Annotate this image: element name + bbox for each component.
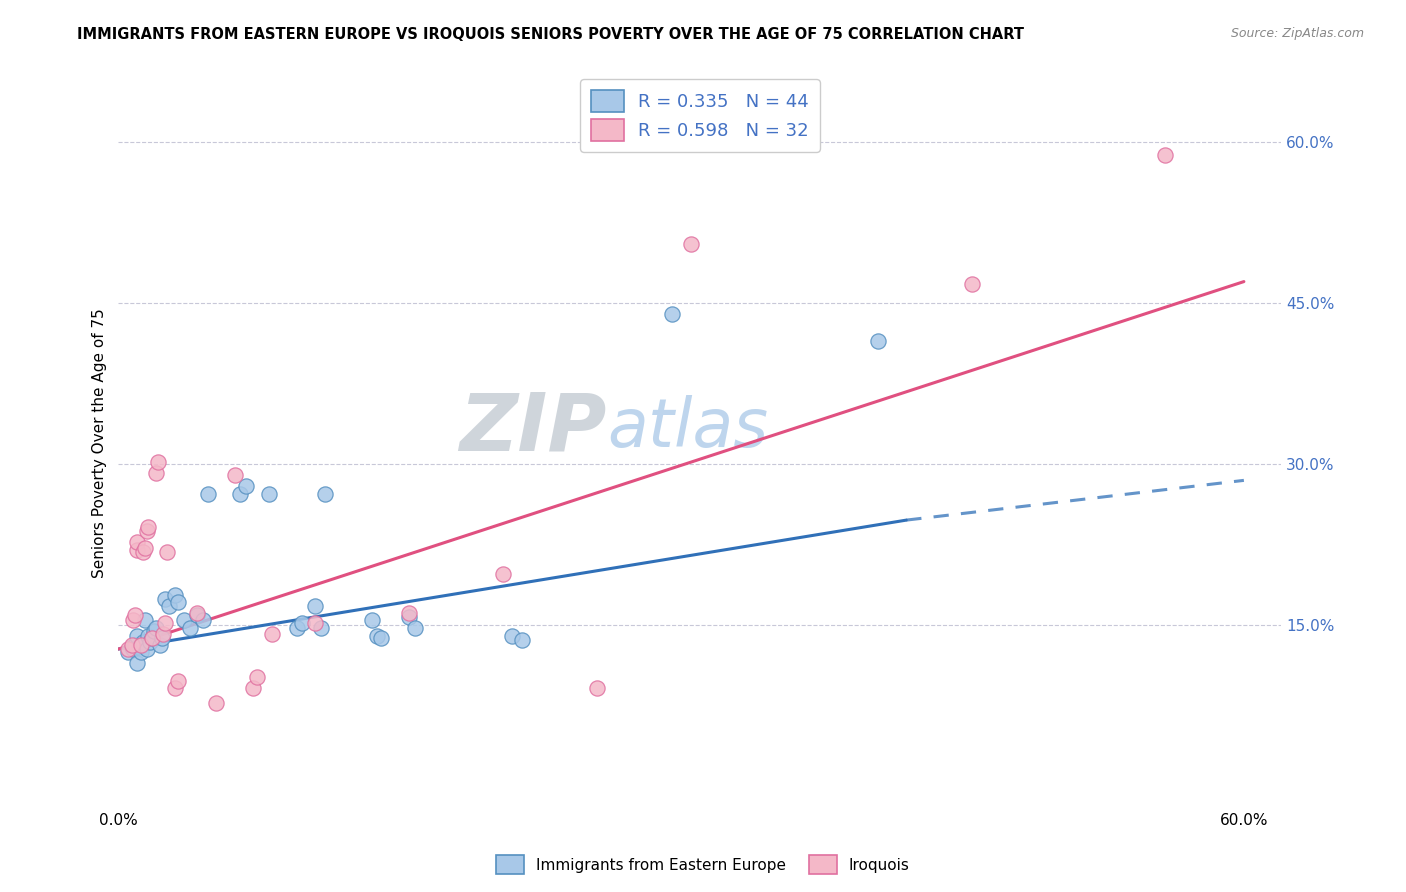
- Point: [149, 638, 172, 652]
- Point: [167, 595, 190, 609]
- Point: [129, 638, 152, 652]
- Point: [585, 681, 607, 695]
- Point: [145, 466, 167, 480]
- Point: [157, 599, 180, 613]
- Point: [141, 632, 163, 646]
- Point: [124, 607, 146, 622]
- Point: [145, 621, 167, 635]
- Point: [122, 642, 145, 657]
- Point: [304, 616, 326, 631]
- Point: [186, 606, 208, 620]
- Point: [163, 588, 186, 602]
- Point: [135, 642, 157, 657]
- Point: [242, 681, 264, 695]
- Text: ZIP: ZIP: [460, 389, 607, 467]
- Point: [262, 627, 284, 641]
- Point: [510, 633, 533, 648]
- Point: [135, 524, 157, 538]
- Point: [167, 674, 190, 689]
- Point: [173, 613, 195, 627]
- Point: [309, 621, 332, 635]
- Point: [117, 642, 139, 657]
- Point: [127, 656, 149, 670]
- Legend: Immigrants from Eastern Europe, Iroquois: Immigrants from Eastern Europe, Iroquois: [491, 849, 915, 880]
- Point: [127, 534, 149, 549]
- Point: [121, 638, 143, 652]
- Y-axis label: Seniors Poverty Over the Age of 75: Seniors Poverty Over the Age of 75: [93, 308, 107, 578]
- Point: [134, 541, 156, 555]
- Point: [661, 307, 683, 321]
- Point: [246, 670, 269, 684]
- Point: [139, 634, 162, 648]
- Point: [205, 696, 228, 710]
- Point: [121, 640, 143, 654]
- Point: [679, 237, 702, 252]
- Point: [127, 629, 149, 643]
- Point: [314, 487, 336, 501]
- Point: [132, 545, 155, 559]
- Point: [179, 621, 201, 635]
- Point: [127, 543, 149, 558]
- Point: [285, 621, 308, 635]
- Point: [868, 334, 890, 348]
- Point: [146, 455, 169, 469]
- Point: [229, 487, 252, 501]
- Point: [122, 613, 145, 627]
- Point: [155, 616, 177, 631]
- Point: [124, 638, 146, 652]
- Point: [404, 621, 426, 635]
- Point: [370, 632, 392, 646]
- Point: [129, 645, 152, 659]
- Point: [156, 545, 179, 559]
- Point: [960, 277, 983, 291]
- Legend: R = 0.335   N = 44, R = 0.598   N = 32: R = 0.335 N = 44, R = 0.598 N = 32: [581, 79, 820, 153]
- Point: [1154, 148, 1177, 162]
- Point: [224, 468, 246, 483]
- Point: [155, 591, 177, 606]
- Point: [152, 627, 174, 641]
- Point: [117, 645, 139, 659]
- Point: [138, 519, 160, 533]
- Point: [150, 632, 173, 646]
- Text: IMMIGRANTS FROM EASTERN EUROPE VS IROQUOIS SENIORS POVERTY OVER THE AGE OF 75 CO: IMMIGRANTS FROM EASTERN EUROPE VS IROQUO…: [77, 27, 1025, 42]
- Point: [143, 624, 166, 638]
- Point: [138, 629, 160, 643]
- Point: [398, 610, 420, 624]
- Point: [134, 613, 156, 627]
- Text: atlas: atlas: [607, 395, 768, 461]
- Text: Source: ZipAtlas.com: Source: ZipAtlas.com: [1230, 27, 1364, 40]
- Point: [186, 607, 208, 622]
- Point: [128, 640, 150, 654]
- Point: [141, 632, 163, 646]
- Point: [291, 616, 314, 631]
- Point: [366, 629, 388, 643]
- Point: [501, 629, 523, 643]
- Point: [191, 613, 214, 627]
- Point: [197, 487, 219, 501]
- Point: [360, 613, 382, 627]
- Point: [304, 599, 326, 613]
- Point: [132, 634, 155, 648]
- Point: [163, 681, 186, 695]
- Point: [492, 566, 515, 581]
- Point: [398, 606, 420, 620]
- Point: [235, 479, 257, 493]
- Point: [257, 487, 280, 501]
